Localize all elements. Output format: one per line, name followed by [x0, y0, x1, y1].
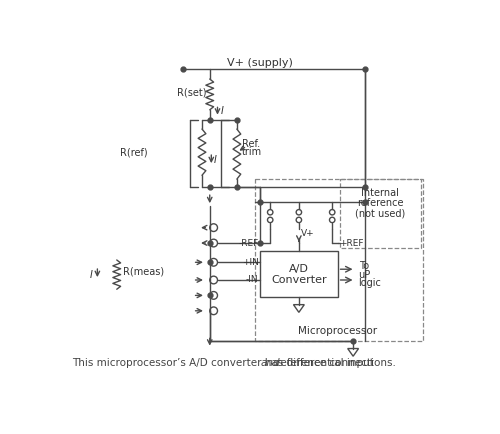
Text: trim: trim — [242, 147, 262, 157]
Text: R(set): R(set) — [177, 88, 206, 98]
Text: +REF: +REF — [339, 239, 363, 247]
Text: -IN: -IN — [246, 276, 258, 285]
Text: This microprocessor’s A/D converter has differential input: This microprocessor’s A/D converter has … — [72, 358, 377, 368]
Text: V+ (supply): V+ (supply) — [227, 58, 293, 68]
Text: A/D: A/D — [289, 264, 309, 274]
Text: and: and — [260, 358, 280, 368]
Text: I: I — [214, 155, 216, 165]
Text: +IN: +IN — [242, 258, 258, 267]
Text: I: I — [90, 270, 92, 280]
Bar — [260, 251, 338, 297]
Text: V+: V+ — [301, 229, 315, 238]
Text: logic: logic — [358, 278, 382, 288]
Text: Ref.: Ref. — [242, 139, 260, 149]
Text: To: To — [358, 261, 368, 271]
Text: uP: uP — [358, 270, 371, 279]
Text: reference connections.: reference connections. — [274, 358, 396, 368]
Text: reference: reference — [357, 198, 404, 208]
Text: R(ref): R(ref) — [120, 147, 148, 157]
Text: I: I — [220, 105, 224, 115]
Text: Microprocessor: Microprocessor — [298, 326, 377, 336]
Text: Converter: Converter — [271, 275, 326, 285]
Text: R(meas): R(meas) — [123, 266, 164, 276]
Text: -REF: -REF — [238, 239, 258, 247]
Text: (not used): (not used) — [355, 208, 406, 218]
Text: Internal: Internal — [362, 188, 399, 198]
